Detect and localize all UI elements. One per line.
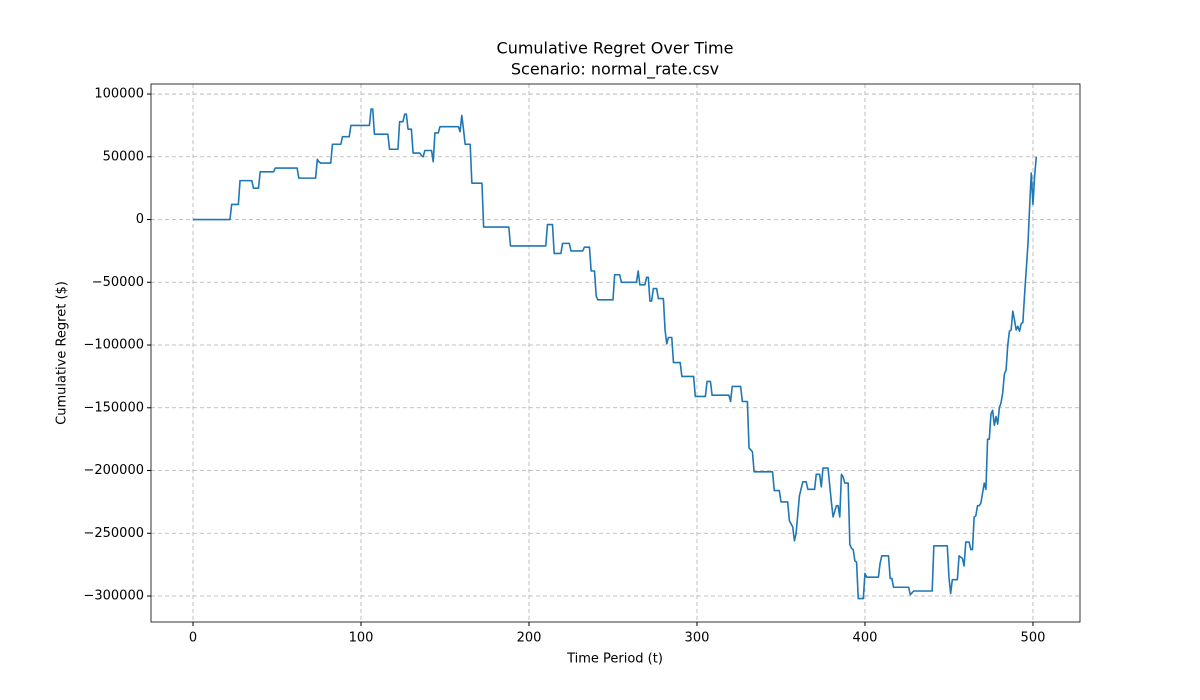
y-tick-label: −300000 (83, 589, 144, 604)
chart-subtitle: Scenario: normal_rate.csv (511, 60, 719, 80)
y-tick-label: −150000 (83, 400, 144, 415)
y-tick-label: −50000 (92, 275, 144, 290)
y-tick-label: −200000 (83, 463, 144, 478)
y-tick-label: 0 (136, 212, 144, 227)
y-tick-label: 50000 (103, 149, 144, 164)
x-tick-label: 500 (1021, 631, 1046, 646)
x-tick-label: 100 (349, 631, 374, 646)
data-line (193, 108, 1038, 600)
y-tick-label: 100000 (94, 87, 144, 102)
y-axis-label: Cumulative Regret ($) (55, 281, 70, 425)
x-tick-label: 300 (685, 631, 710, 646)
x-tick-label: 0 (189, 631, 197, 646)
y-tick-label: −100000 (83, 338, 144, 353)
chart-title: Cumulative Regret Over Time (497, 39, 734, 58)
x-tick-label: 400 (853, 631, 878, 646)
x-tick-label: 200 (517, 631, 542, 646)
y-tick-label: −250000 (83, 526, 144, 541)
x-axis-label: Time Period (t) (566, 652, 663, 667)
plot-frame (150, 83, 1081, 623)
